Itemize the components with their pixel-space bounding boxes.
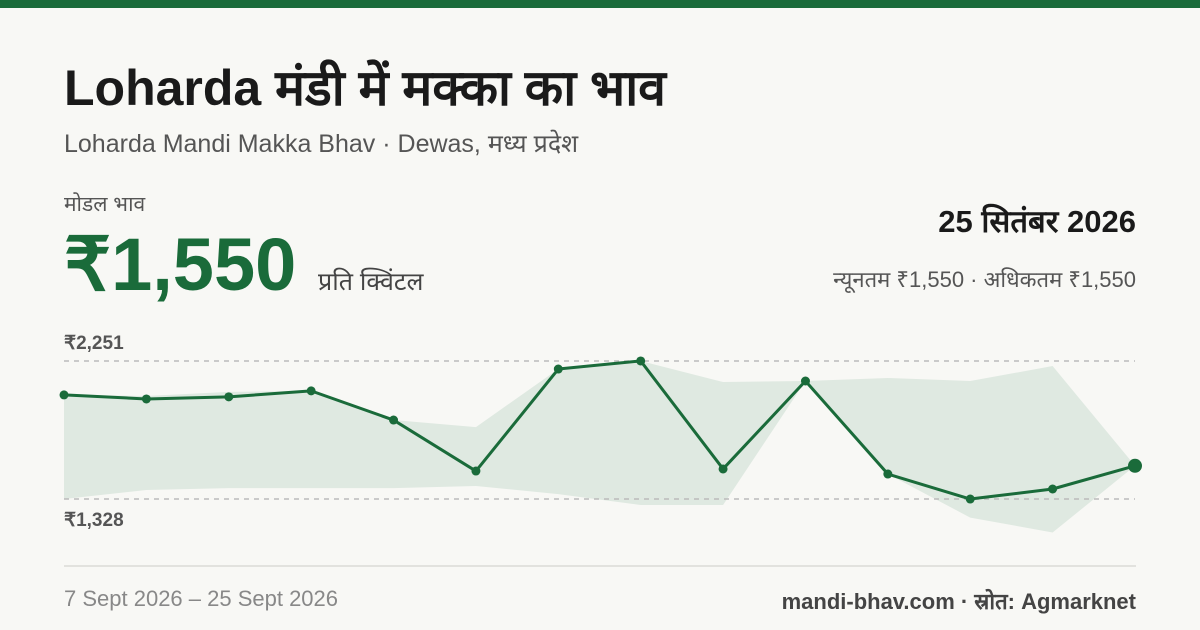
price-label: मोडल भाव xyxy=(64,193,146,216)
point xyxy=(965,494,975,504)
subtitle: Loharda Mandi Makka Bhav · Dewas, मध्य प… xyxy=(64,130,579,158)
point xyxy=(718,464,728,474)
price-value: ₹1,550 xyxy=(64,223,297,306)
point xyxy=(471,466,481,476)
point xyxy=(306,386,316,396)
price-range: न्यूनतम ₹1,550 · अधिकतम ₹1,550 xyxy=(833,267,1136,292)
point xyxy=(141,394,151,404)
source: mandi-bhav.com · स्रोत: Agmarknet xyxy=(781,589,1136,614)
point xyxy=(389,415,399,425)
point xyxy=(553,364,563,374)
range-band xyxy=(64,360,1135,533)
date: 25 सितंबर 2026 xyxy=(938,204,1136,239)
point xyxy=(1048,484,1058,494)
price-unit: प्रति क्विंटल xyxy=(318,268,424,296)
point xyxy=(883,469,893,479)
point xyxy=(1128,458,1142,473)
point xyxy=(800,376,810,386)
y-tick-label: ₹1,328 xyxy=(64,510,124,531)
point xyxy=(59,390,69,400)
divider xyxy=(64,565,1136,567)
line xyxy=(63,359,1136,501)
period: 7 Sept 2026 – 25 Sept 2026 xyxy=(64,586,339,611)
point xyxy=(636,356,646,366)
top-bar xyxy=(0,0,1200,8)
y-tick-label: ₹2,251 xyxy=(64,333,124,354)
title: Loharda मंडी में मक्का का भाव xyxy=(64,60,666,116)
point xyxy=(224,392,234,402)
